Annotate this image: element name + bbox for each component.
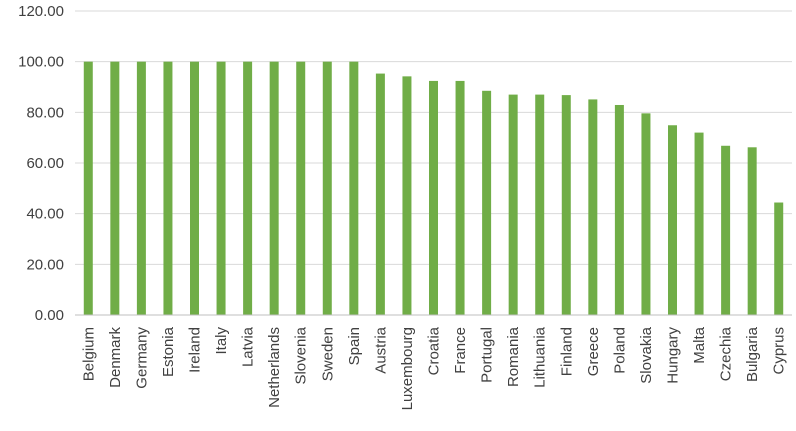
x-tick-label: Spain	[346, 327, 363, 365]
bar-czechia	[721, 145, 731, 315]
bars	[83, 61, 784, 316]
bar-france	[455, 80, 465, 315]
y-tick-label: 40.00	[26, 206, 64, 223]
bar-bulgaria	[747, 147, 757, 315]
x-tick-label: Finland	[558, 327, 575, 376]
bar-greece	[588, 99, 598, 315]
x-tick-label: Austria	[372, 326, 389, 373]
bar-luxembourg	[402, 76, 412, 315]
x-tick-label: Slovenia	[293, 326, 310, 384]
x-axis-category-labels: Belgium Denmark Germany Estonia Ireland Italy…	[80, 326, 787, 410]
x-tick-label: Luxembourg	[399, 327, 416, 410]
x-tick-label: Belgium	[80, 327, 97, 381]
x-tick-label: Netherlands	[266, 327, 283, 408]
y-tick-label: 60.00	[26, 155, 64, 172]
bar-slovakia	[641, 113, 651, 315]
bar-netherlands	[269, 61, 279, 315]
y-tick-label: 100.00	[18, 54, 64, 71]
bar-finland	[561, 95, 571, 316]
x-tick-label: Romania	[505, 326, 522, 387]
x-tick-label: Slovakia	[638, 326, 655, 383]
bar-austria	[375, 73, 385, 315]
x-tick-label: Hungary	[665, 327, 682, 384]
x-tick-label: Croatia	[426, 326, 443, 375]
bar-germany	[136, 61, 146, 315]
bar-slovenia	[296, 61, 306, 315]
x-tick-label: Sweden	[319, 327, 336, 381]
x-tick-label: Poland	[611, 327, 628, 374]
bar-poland	[614, 104, 624, 315]
bar-cyprus	[774, 202, 784, 315]
x-tick-label: Denmark	[107, 327, 124, 388]
bar-sweden	[322, 61, 332, 315]
bar-hungary	[668, 125, 677, 316]
x-tick-label: Czechia	[718, 326, 735, 381]
bar-lithuania	[535, 94, 545, 315]
bar-portugal	[482, 90, 492, 315]
bar-belgium	[83, 61, 93, 315]
bar-latvia	[243, 61, 253, 315]
y-axis-tick-labels: 0.00 20.00 40.00 60.00 80.00 100.00 120.00	[18, 3, 64, 324]
y-tick-label: 80.00	[26, 104, 64, 121]
y-tick-label: 120.00	[18, 3, 64, 20]
bar-ireland	[190, 61, 199, 315]
bar-romania	[508, 94, 518, 315]
x-tick-label: Cyprus	[771, 327, 788, 375]
x-tick-label: Bulgaria	[744, 326, 761, 382]
x-tick-label: Germany	[133, 327, 150, 389]
bar-denmark	[110, 61, 120, 315]
x-tick-label: Greece	[585, 327, 602, 376]
x-tick-label: Malta	[691, 326, 708, 363]
x-tick-label: France	[452, 327, 469, 374]
x-tick-label: Portugal	[479, 327, 496, 383]
bar-italy	[216, 61, 226, 315]
x-tick-label: Estonia	[160, 326, 177, 377]
x-tick-label: Italy	[213, 327, 230, 355]
x-tick-label: Latvia	[240, 326, 257, 367]
x-tick-label: Ireland	[187, 327, 204, 373]
bar-croatia	[429, 80, 438, 315]
y-tick-label: 0.00	[35, 307, 64, 324]
bar-malta	[694, 132, 704, 315]
x-tick-label: Lithuania	[532, 326, 549, 388]
bar-spain	[349, 61, 359, 315]
y-tick-label: 20.00	[26, 256, 64, 273]
bar-estonia	[163, 61, 173, 315]
